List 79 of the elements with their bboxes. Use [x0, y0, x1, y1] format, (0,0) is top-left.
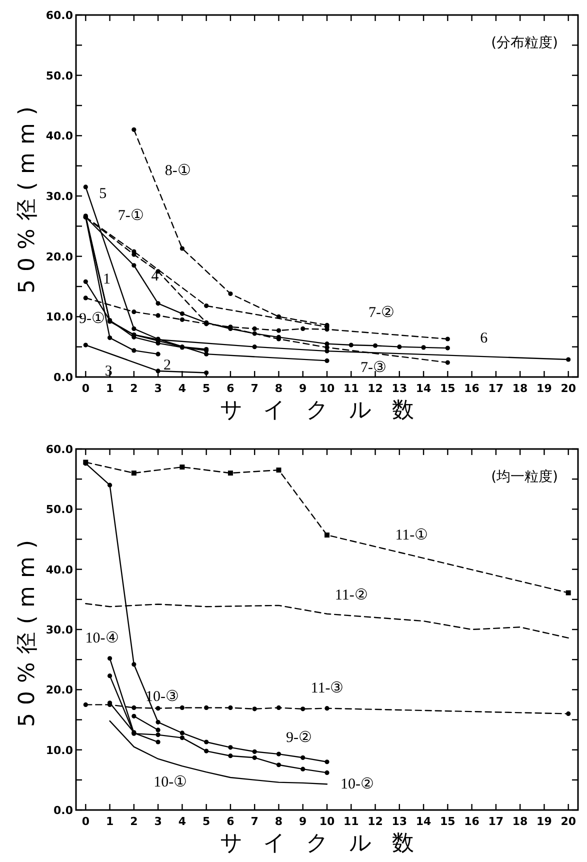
- x-tick-label: 3: [154, 815, 162, 828]
- x-tick-label: 7: [250, 382, 258, 395]
- y-tick-label: 0.0: [54, 804, 74, 817]
- series-label: 1: [102, 271, 110, 288]
- x-axis-title: サイクル数: [220, 398, 434, 423]
- x-tick-label: 2: [130, 815, 138, 828]
- y-tick-label: 60.0: [46, 443, 74, 456]
- series-label: 7-②: [368, 305, 394, 322]
- x-tick-label: 12: [368, 815, 383, 828]
- x-tick-label: 4: [178, 382, 186, 395]
- x-tick-label: 14: [416, 382, 432, 395]
- x-tick-label: 14: [416, 815, 432, 828]
- x-tick-label: 3: [154, 382, 162, 395]
- y-tick-label: 30.0: [46, 624, 74, 636]
- y-tick-label: 50.0: [46, 69, 74, 82]
- series-label: 7-①: [118, 208, 144, 224]
- y-axis-title: 50%径(mm): [15, 98, 40, 294]
- x-tick-label: 19: [536, 815, 552, 828]
- x-tick-label: 1: [106, 815, 114, 828]
- series-label: 11-②: [334, 588, 368, 604]
- y-tick-label: 40.0: [46, 563, 74, 576]
- x-axis-title: サイクル数: [220, 831, 434, 856]
- series-label: 10-②: [340, 776, 374, 793]
- x-tick-label: 18: [512, 815, 528, 828]
- series-label: 11-①: [395, 527, 428, 544]
- x-tick-label: 4: [178, 815, 186, 828]
- x-tick-label: 18: [512, 382, 528, 395]
- series-label: 5: [99, 186, 107, 202]
- x-tick-label: 20: [560, 815, 576, 828]
- y-axis-title: 50%径(mm): [15, 532, 40, 727]
- series-label: 8-①: [164, 163, 190, 180]
- series-label: 2: [163, 357, 171, 374]
- x-tick-label: 17: [488, 382, 504, 395]
- x-tick-label: 17: [488, 815, 504, 828]
- y-tick-label: 10.0: [46, 310, 74, 324]
- x-tick-label: 20: [560, 382, 576, 395]
- annotation: (均一粒度): [491, 469, 558, 485]
- x-tick-label: 10: [319, 382, 335, 395]
- annotation: (分布粒度): [491, 35, 558, 51]
- series-label: 10-①: [154, 774, 187, 790]
- x-tick-label: 6: [226, 815, 235, 828]
- y-tick-label: 20.0: [46, 250, 74, 264]
- y-tick-label: 30.0: [46, 190, 74, 203]
- x-tick-label: 16: [464, 382, 480, 395]
- x-tick-label: 2: [130, 382, 138, 395]
- x-tick-label: 13: [392, 382, 408, 395]
- x-tick-label: 5: [202, 382, 210, 395]
- y-tick-label: 10.0: [46, 744, 74, 757]
- x-tick-label: 13: [392, 815, 408, 828]
- x-tick-label: 5: [202, 815, 210, 828]
- x-tick-label: 8: [274, 382, 283, 395]
- series-label: 9-①: [78, 310, 104, 327]
- x-tick-label: 11: [343, 815, 359, 828]
- series-label: 3: [104, 363, 112, 380]
- series-label: 7-③: [360, 360, 386, 376]
- x-tick-label: 19: [536, 382, 552, 395]
- x-tick-label: 9: [299, 382, 307, 395]
- x-tick-label: 15: [440, 815, 456, 828]
- x-tick-label: 9: [299, 815, 307, 828]
- x-tick-label: 0: [82, 815, 90, 828]
- x-tick-label: 10: [319, 815, 335, 828]
- x-tick-label: 8: [274, 815, 283, 828]
- x-tick-label: 16: [464, 815, 480, 828]
- x-tick-label: 0: [82, 382, 90, 395]
- y-tick-label: 40.0: [46, 130, 74, 143]
- y-tick-label: 20.0: [46, 684, 74, 697]
- y-tick-label: 50.0: [46, 503, 74, 516]
- y-tick-label: 60.0: [46, 9, 74, 22]
- x-tick-label: 12: [368, 382, 383, 395]
- x-tick-label: 15: [440, 382, 456, 395]
- series-label: 6: [480, 330, 488, 347]
- x-tick-label: 11: [343, 382, 359, 395]
- series-label: 11-③: [310, 680, 344, 696]
- series-label: 9-②: [286, 730, 312, 746]
- x-tick-label: 1: [106, 382, 114, 395]
- x-tick-label: 7: [250, 815, 258, 828]
- y-tick-label: 0.0: [54, 371, 74, 384]
- series-label: 10-④: [85, 630, 118, 646]
- x-tick-label: 6: [226, 382, 235, 395]
